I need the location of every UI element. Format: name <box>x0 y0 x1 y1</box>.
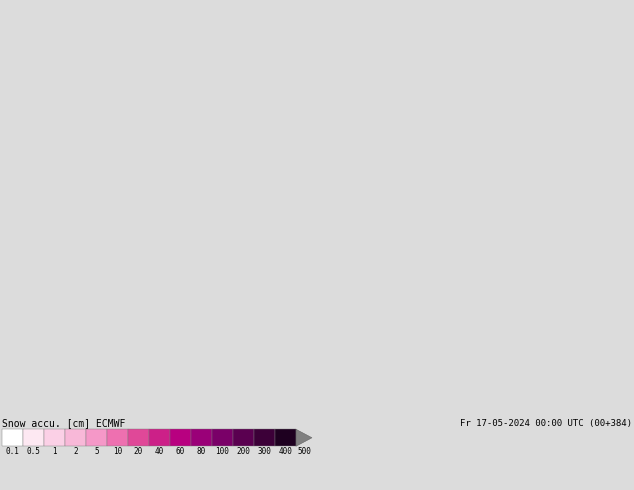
Bar <box>275 429 296 446</box>
Text: 2: 2 <box>73 447 78 456</box>
Text: 80: 80 <box>197 447 206 456</box>
Bar <box>128 429 149 446</box>
Bar <box>65 429 86 446</box>
Polygon shape <box>296 429 312 446</box>
Text: 40: 40 <box>155 447 164 456</box>
Text: 300: 300 <box>257 447 271 456</box>
Text: Snow accu. [cm] ECMWF: Snow accu. [cm] ECMWF <box>2 418 126 428</box>
Bar <box>254 429 275 446</box>
Text: 400: 400 <box>278 447 292 456</box>
Bar <box>233 429 254 446</box>
Text: Fr 17-05-2024 00:00 UTC (00+384): Fr 17-05-2024 00:00 UTC (00+384) <box>460 419 632 428</box>
Bar <box>23 429 44 446</box>
Text: 1: 1 <box>52 447 57 456</box>
Text: 20: 20 <box>134 447 143 456</box>
Bar <box>2 429 23 446</box>
Bar <box>149 429 170 446</box>
Bar <box>170 429 191 446</box>
Text: 5: 5 <box>94 447 99 456</box>
Text: 200: 200 <box>236 447 250 456</box>
Text: 0.5: 0.5 <box>27 447 41 456</box>
Text: 10: 10 <box>113 447 122 456</box>
Bar <box>212 429 233 446</box>
Text: 100: 100 <box>216 447 230 456</box>
Bar <box>44 429 65 446</box>
Bar <box>191 429 212 446</box>
Text: 60: 60 <box>176 447 185 456</box>
Bar <box>107 429 128 446</box>
Text: 500: 500 <box>297 447 311 456</box>
Bar <box>86 429 107 446</box>
Text: 0.1: 0.1 <box>6 447 20 456</box>
